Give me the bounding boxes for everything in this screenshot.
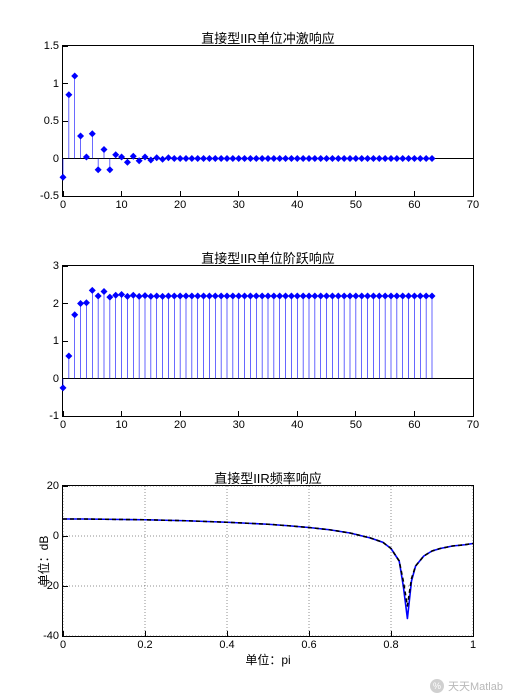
x-tick-label: 40 xyxy=(291,419,303,431)
y-tick-label: 1 xyxy=(53,78,59,90)
x-tick-label: 0 xyxy=(60,199,66,211)
y-tick-label: 0 xyxy=(53,530,59,542)
watermark-icon: % xyxy=(430,679,444,693)
y-tick-label: 3 xyxy=(53,260,59,272)
x-tick-label: 0.6 xyxy=(301,639,316,651)
x-tick-label: 60 xyxy=(408,419,420,431)
x-tick-label: 30 xyxy=(233,419,245,431)
x-tick-label: 60 xyxy=(408,199,420,211)
plot-canvas xyxy=(63,46,473,196)
y-tick-label: -0.5 xyxy=(40,190,59,202)
x-tick-label: 70 xyxy=(467,199,479,211)
watermark: % 天天Matlab xyxy=(430,678,503,694)
x-tick-label: 30 xyxy=(233,199,245,211)
x-tick-label: 0 xyxy=(60,639,66,651)
x-tick-label: 20 xyxy=(174,419,186,431)
x-tick-label: 20 xyxy=(174,199,186,211)
y-tick-label: 0.5 xyxy=(44,115,59,127)
x-tick-label: 0.2 xyxy=(137,639,152,651)
x-tick-label: 10 xyxy=(115,419,127,431)
x-tick-label: 10 xyxy=(115,199,127,211)
chart-title: 直接型IIR频率响应 xyxy=(63,468,473,487)
y-tick-label: 0 xyxy=(53,373,59,385)
subplot-freq: 直接型IIR频率响应单位：pi单位：dB00.20.40.60.81-40-20… xyxy=(62,485,474,637)
subplot-step: 直接型IIR单位阶跃响应010203040506070-10123 xyxy=(62,265,474,417)
y-tick-label: 1 xyxy=(53,335,59,347)
plot-canvas xyxy=(63,266,473,416)
subplot-impulse: 直接型IIR单位冲激响应010203040506070-0.500.511.5 xyxy=(62,45,474,197)
x-tick-label: 40 xyxy=(291,199,303,211)
plot-canvas xyxy=(63,486,473,636)
y-tick-label: 2 xyxy=(53,298,59,310)
matlab-figure: 直接型IIR单位冲激响应010203040506070-0.500.511.5直… xyxy=(0,0,513,700)
x-tick-label: 1 xyxy=(470,639,476,651)
x-tick-label: 50 xyxy=(350,419,362,431)
x-tick-label: 50 xyxy=(350,199,362,211)
x-tick-label: 0.4 xyxy=(219,639,234,651)
y-tick-label: -40 xyxy=(43,630,59,642)
x-tick-label: 0 xyxy=(60,419,66,431)
x-tick-label: 70 xyxy=(467,419,479,431)
chart-title: 直接型IIR单位阶跃响应 xyxy=(63,248,473,267)
y-tick-label: 0 xyxy=(53,153,59,165)
x-tick-label: 0.8 xyxy=(383,639,398,651)
watermark-text: 天天Matlab xyxy=(448,678,503,694)
y-tick-label: 20 xyxy=(47,480,59,492)
y-tick-label: 1.5 xyxy=(44,40,59,52)
y-tick-label: -20 xyxy=(43,580,59,592)
y-axis-label: 单位：dB xyxy=(35,536,52,587)
x-axis-label: 单位：pi xyxy=(63,651,473,668)
y-tick-label: -1 xyxy=(49,410,59,422)
chart-title: 直接型IIR单位冲激响应 xyxy=(63,28,473,47)
